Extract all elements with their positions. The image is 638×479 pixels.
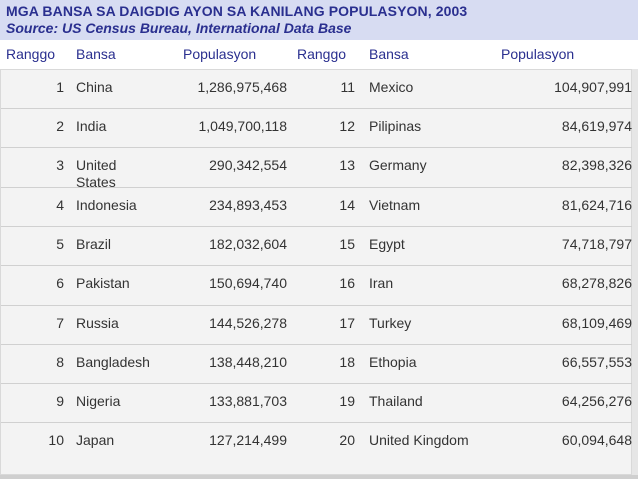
- country-cell: Turkey: [369, 315, 412, 331]
- country-cell: Bangladesh: [76, 354, 150, 370]
- header-rank-left: Ranggo: [6, 46, 56, 62]
- population-cell: 64,256,276: [561, 393, 632, 409]
- country-cell: India: [76, 118, 107, 134]
- table-row: 5 Brazil 182,032,604 15 Egypt 74,718,797: [1, 227, 633, 266]
- table-row: 2 India 1,049,700,118 12 Pilipinas 84,619,974: [1, 109, 633, 148]
- rank-cell: 7: [56, 315, 64, 331]
- rank-cell: 17: [339, 315, 355, 331]
- population-cell: 81,624,716: [561, 197, 632, 213]
- country-cell: Pakistan: [76, 275, 130, 291]
- population-cell: 68,109,469: [561, 315, 632, 331]
- rank-cell: 15: [339, 236, 355, 252]
- population-cell: 290,342,554: [209, 157, 287, 173]
- table-row: 1 China 1,286,975,468 11 Mexico 104,907,991: [1, 70, 633, 109]
- population-cell: 138,448,210: [209, 354, 287, 370]
- population-cell: 144,526,278: [209, 315, 287, 331]
- population-cell: 1,286,975,468: [197, 79, 287, 95]
- page-title: MGA BANSA SA DAIGDIG AYON SA KANILANG PO…: [6, 3, 468, 19]
- population-cell: 234,893,453: [209, 197, 287, 213]
- rank-cell: 1: [56, 79, 64, 95]
- rank-cell: 19: [339, 393, 355, 409]
- rank-cell: 9: [56, 393, 64, 409]
- country-cell: Germany: [369, 157, 427, 173]
- country-cell: Egypt: [369, 236, 405, 252]
- country-cell: Pilipinas: [369, 118, 422, 134]
- table-row: 9 Nigeria 133,881,703 19 Thailand 64,256,276: [1, 384, 633, 423]
- population-cell: 60,094,648: [561, 432, 632, 448]
- rank-cell: 20: [339, 432, 355, 448]
- rank-cell: 6: [56, 275, 64, 291]
- country-cell: China: [76, 79, 113, 95]
- rank-cell: 4: [56, 197, 64, 213]
- table-row: 3 United States 290,342,554 13 Germany 82,398…: [1, 148, 633, 190]
- country-cell: Indonesia: [76, 197, 137, 213]
- rank-cell: 16: [339, 275, 355, 291]
- header-country-right: Bansa: [369, 46, 409, 62]
- population-cell: 133,881,703: [209, 393, 287, 409]
- country-cell: Nigeria: [76, 393, 121, 409]
- country-cell: United Kingdom: [369, 432, 469, 448]
- population-table: 1 China 1,286,975,468 11 Mexico 104,907,991 2 I…: [0, 69, 633, 475]
- table-row: 7 Russia 144,526,278 17 Turkey 68,109,469: [1, 306, 633, 345]
- table-row: 6 Pakistan 150,694,740 16 Iran 68,278,826: [1, 266, 633, 306]
- column-header-row: [0, 40, 638, 69]
- table-bottom-shadow: [0, 475, 638, 479]
- population-cell: 104,907,991: [554, 79, 632, 95]
- rank-cell: 3: [56, 157, 64, 173]
- rank-cell: 18: [339, 354, 355, 370]
- country-cell: United States: [76, 157, 117, 190]
- population-cell: 150,694,740: [209, 275, 287, 291]
- rank-cell: 5: [56, 236, 64, 252]
- country-cell: Japan: [76, 432, 115, 448]
- table-row: 8 Bangladesh 138,448,210 18 Ethopia 66,557,55…: [1, 345, 633, 384]
- header-rank-right: Ranggo: [297, 46, 347, 62]
- header-population-left: Populasyon: [183, 46, 257, 62]
- country-cell: Brazil: [76, 236, 112, 252]
- country-cell: Mexico: [369, 79, 414, 95]
- country-cell: Vietnam: [369, 197, 421, 213]
- rank-cell: 2: [56, 118, 64, 134]
- rank-cell: 14: [339, 197, 355, 213]
- population-cell: 82,398,326: [561, 157, 632, 173]
- population-cell: 66,557,553: [561, 354, 632, 370]
- population-cell: 84,619,974: [561, 118, 632, 134]
- source-subtitle: Source: US Census Bureau, International …: [6, 20, 352, 36]
- rank-cell: 13: [339, 157, 355, 173]
- header-population-right: Populasyon: [501, 46, 575, 62]
- table-row: 10 Japan 127,214,499 20 United Kingdom 60,094…: [1, 423, 633, 462]
- country-cell: Thailand: [369, 393, 423, 409]
- rank-cell: 12: [339, 118, 355, 134]
- population-cell: 68,278,826: [561, 275, 632, 291]
- country-cell: Ethopia: [369, 354, 417, 370]
- table-right-shadow: [632, 69, 638, 475]
- country-cell: Iran: [369, 275, 394, 291]
- table-row: 4 Indonesia 234,893,453 14 Vietnam 81,624,716: [1, 188, 633, 227]
- title-band: MGA BANSA SA DAIGDIG AYON SA KANILANG PO…: [0, 0, 638, 40]
- rank-cell: 8: [56, 354, 64, 370]
- rank-cell: 11: [340, 79, 355, 95]
- population-cell: 74,718,797: [561, 236, 632, 252]
- population-cell: 127,214,499: [209, 432, 287, 448]
- header-country-left: Bansa: [76, 46, 116, 62]
- population-cell: 182,032,604: [209, 236, 287, 252]
- population-cell: 1,049,700,118: [198, 118, 288, 134]
- rank-cell: 10: [48, 432, 64, 448]
- country-cell: Russia: [76, 315, 119, 331]
